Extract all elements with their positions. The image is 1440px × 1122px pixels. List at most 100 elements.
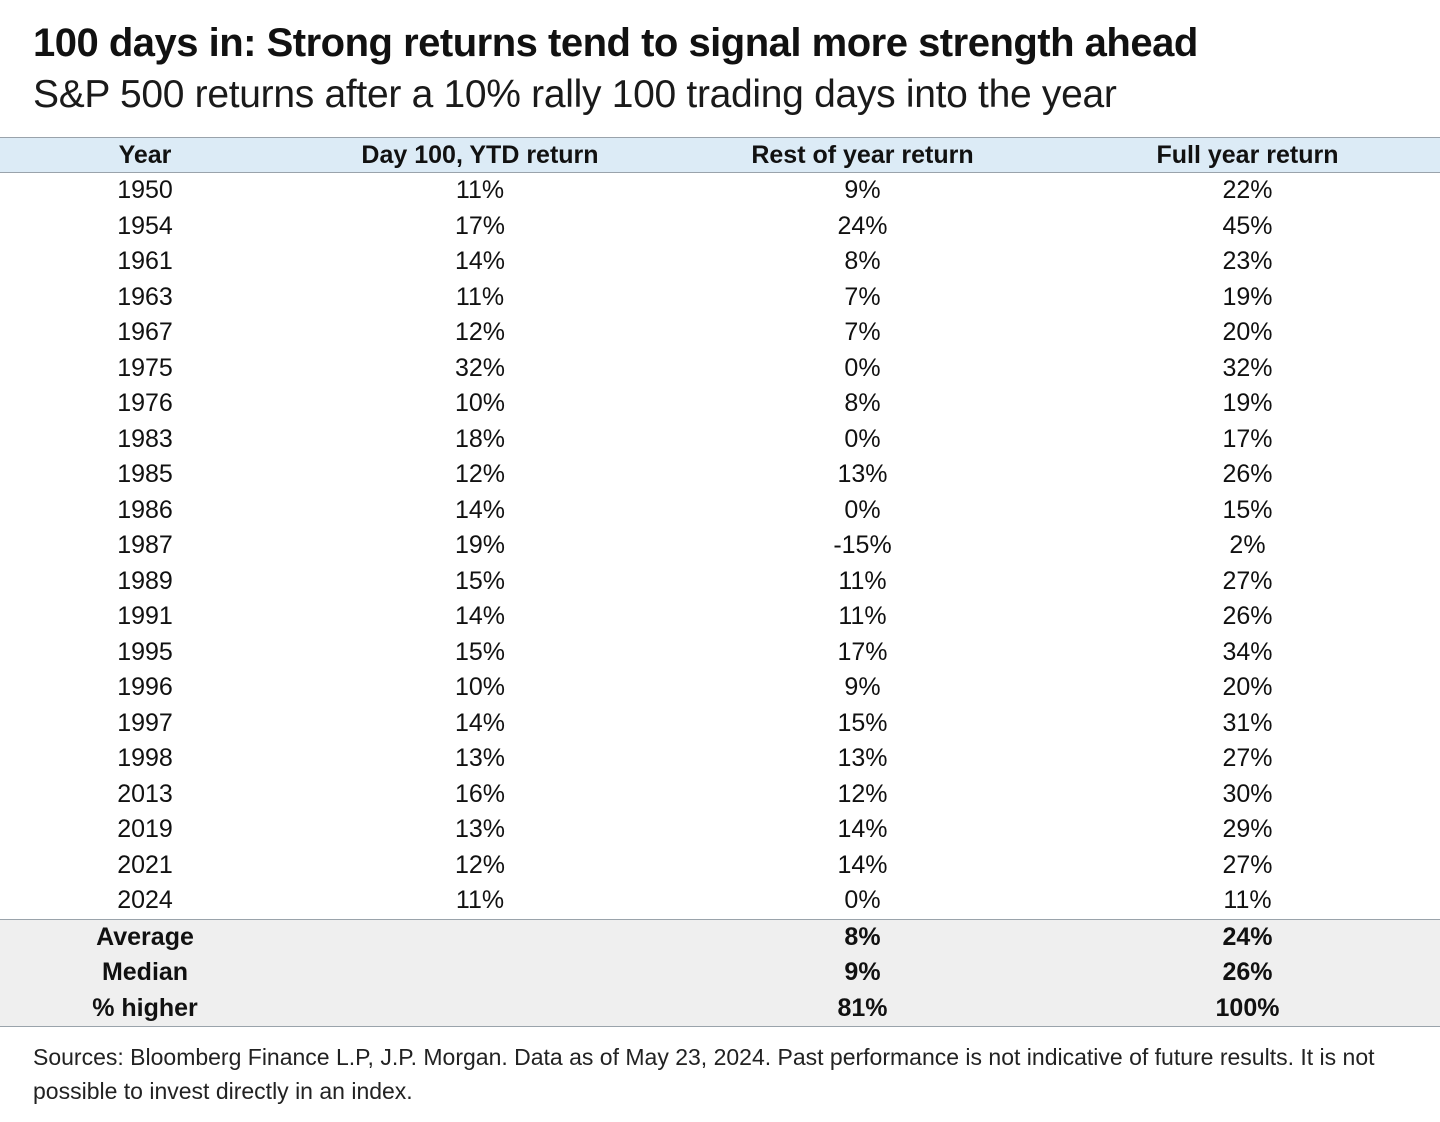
- cell-day100-ytd: 14%: [454, 602, 506, 630]
- cell-year: 2013: [117, 779, 173, 808]
- cell-day100-ytd: 15%: [454, 566, 506, 595]
- cell-rest-of-year: 7%: [844, 318, 881, 346]
- cell-full-year: 45%: [1222, 211, 1273, 240]
- cell-full-year: 27%: [1222, 744, 1273, 772]
- table-row: 1954 17% 24% 45%: [0, 209, 1440, 245]
- table-row: 1986 14% 0% 15%: [0, 493, 1440, 529]
- table-row: 1967 12% 7% 20%: [0, 315, 1440, 351]
- cell-full-year: 27%: [1222, 566, 1273, 595]
- table-header: Year Day 100, YTD return Rest of year re…: [0, 137, 1440, 173]
- cell-full-year: 17%: [1222, 424, 1273, 453]
- table-summary: Average 8% 24% Median 9% 26% % higher 81% 100%: [0, 918, 1440, 1027]
- table-row: 1996 10% 9% 20%: [0, 670, 1440, 706]
- cell-year: 1950: [117, 176, 173, 204]
- cell-year: 1967: [117, 318, 173, 346]
- cell-full-year: 20%: [1222, 673, 1273, 701]
- table-row: 2024 11% 0% 11%: [0, 883, 1440, 919]
- cell-day100-ytd: 14%: [454, 247, 506, 275]
- table-row: 1961 14% 8% 23%: [0, 244, 1440, 280]
- cell-rest-of-year: 0%: [844, 495, 881, 524]
- cell-year: 1975: [117, 353, 173, 382]
- cell-rest-of-year: 12%: [837, 779, 888, 808]
- table-row: 2013 16% 12% 30%: [0, 777, 1440, 813]
- cell-full-year: 30%: [1222, 779, 1273, 808]
- cell-full-year: 23%: [1222, 247, 1273, 275]
- cell-year: 2021: [117, 850, 173, 879]
- column-header-year: Year: [0, 137, 290, 173]
- cell-rest-of-year: 9%: [844, 176, 881, 204]
- cell-day100-ytd: 11%: [455, 176, 505, 204]
- cell-rest-of-year: 8%: [844, 247, 881, 275]
- cell-year: 1995: [117, 637, 173, 666]
- cell-rest-of-year: -15%: [833, 531, 892, 559]
- cell-year: Average: [0, 918, 290, 955]
- cell-year: 1976: [117, 389, 173, 417]
- cell-year: 1989: [117, 566, 173, 595]
- cell-day100-ytd: [290, 918, 670, 955]
- cell-rest-of-year: 8%: [670, 918, 1055, 955]
- cell-year: 1997: [117, 708, 173, 737]
- cell-day100-ytd: 16%: [454, 779, 506, 808]
- column-header-full-year: Full year return: [1055, 137, 1440, 173]
- cell-rest-of-year: 13%: [837, 460, 888, 488]
- header-row: Year Day 100, YTD return Rest of year re…: [0, 137, 1440, 173]
- cell-full-year: 20%: [1222, 318, 1273, 346]
- cell-day100-ytd: 14%: [454, 708, 506, 737]
- table-row: 1963 11% 7% 19%: [0, 280, 1440, 316]
- table-row: 1983 18% 0% 17%: [0, 422, 1440, 458]
- table-row: 1991 14% 11% 26%: [0, 599, 1440, 635]
- cell-year: 1961: [117, 247, 173, 275]
- summary-row: Median 9% 26%: [0, 955, 1440, 991]
- cell-full-year: 19%: [1222, 282, 1273, 311]
- table-row: 1998 13% 13% 27%: [0, 741, 1440, 777]
- cell-rest-of-year: 0%: [844, 353, 881, 382]
- cell-day100-ytd: 32%: [454, 353, 506, 382]
- cell-rest-of-year: 9%: [844, 958, 881, 986]
- cell-year: 1991: [117, 602, 173, 630]
- cell-full-year: 31%: [1222, 708, 1273, 737]
- table-row: 1985 12% 13% 26%: [0, 457, 1440, 493]
- column-header-day100-ytd: Day 100, YTD return: [290, 137, 670, 173]
- cell-year: 1954: [117, 211, 173, 240]
- table-row: 1976 10% 8% 19%: [0, 386, 1440, 422]
- cell-day100-ytd: [290, 955, 670, 991]
- cell-year: 1998: [117, 744, 173, 772]
- cell-day100-ytd: 11%: [455, 886, 505, 914]
- cell-rest-of-year: 14%: [837, 815, 888, 843]
- table-body: 1950 11% 9% 22% 1954 17% 24% 45% 1961 14% 8% 23% 196…: [0, 173, 1440, 920]
- cell-day100-ytd: 12%: [454, 318, 506, 346]
- cell-rest-of-year: 17%: [837, 637, 888, 666]
- cell-rest-of-year: 7%: [844, 282, 881, 311]
- cell-rest-of-year: 13%: [837, 744, 888, 772]
- footnote: Sources: Bloomberg Finance L.P, J.P. Mor…: [33, 1044, 1375, 1104]
- cell-year: 1986: [117, 495, 173, 524]
- cell-full-year: 32%: [1222, 353, 1273, 382]
- cell-year: 1996: [117, 673, 173, 701]
- cell-day100-ytd: 13%: [454, 744, 506, 772]
- cell-day100-ytd: 19%: [454, 531, 506, 559]
- cell-rest-of-year: 14%: [837, 850, 888, 879]
- cell-full-year: 34%: [1222, 637, 1273, 666]
- cell-rest-of-year: 9%: [844, 673, 881, 701]
- cell-full-year: 22%: [1222, 176, 1273, 204]
- cell-day100-ytd: 12%: [454, 460, 506, 488]
- cell-full-year: 11%: [1223, 886, 1272, 914]
- cell-rest-of-year: 11%: [838, 566, 887, 595]
- cell-rest-of-year: 0%: [844, 424, 881, 453]
- chart-title: 100 days in: Strong returns tend to sign…: [33, 21, 1198, 65]
- cell-full-year: 24%: [1055, 918, 1440, 955]
- cell-full-year: 15%: [1222, 495, 1273, 524]
- cell-full-year: 2%: [1229, 531, 1266, 559]
- chart-subtitle: S&P 500 returns after a 10% rally 100 tr…: [33, 73, 1117, 116]
- cell-full-year: 27%: [1222, 850, 1273, 879]
- cell-day100-ytd: 10%: [454, 389, 506, 417]
- summary-row: Average 8% 24%: [0, 918, 1440, 955]
- cell-rest-of-year: 81%: [670, 990, 1055, 1027]
- cell-full-year: 19%: [1222, 389, 1273, 417]
- column-header-rest-of-year: Rest of year return: [670, 137, 1055, 173]
- table-row: 1987 19% -15% 2%: [0, 528, 1440, 564]
- cell-day100-ytd: 12%: [454, 850, 506, 879]
- table-row: 1997 14% 15% 31%: [0, 706, 1440, 742]
- cell-year: Median: [101, 958, 189, 986]
- cell-day100-ytd: [290, 990, 670, 1027]
